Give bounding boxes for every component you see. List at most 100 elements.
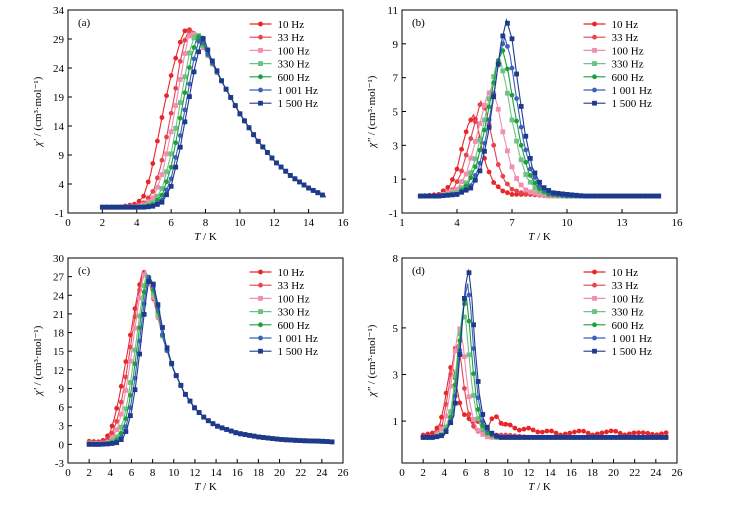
data-point	[514, 191, 519, 197]
data-point	[457, 352, 463, 357]
data-point	[168, 73, 174, 78]
legend-marker	[592, 48, 597, 53]
data-point	[132, 347, 138, 353]
data-point	[480, 426, 486, 432]
x-tick-label: 6	[129, 467, 135, 479]
data-point	[581, 428, 586, 434]
data-point	[177, 77, 183, 82]
data-point	[576, 434, 582, 440]
data-point	[325, 439, 330, 444]
data-point	[482, 148, 487, 154]
data-point	[429, 434, 435, 440]
y-axis-title: χ″ / (cm³·mol⁻¹)	[366, 75, 378, 148]
x-tick-label: 14	[211, 467, 223, 479]
data-point	[196, 34, 202, 40]
data-point	[150, 161, 156, 166]
data-point	[645, 434, 651, 440]
legend-marker	[592, 335, 597, 341]
data-point	[463, 171, 469, 177]
x-tick-label: 14	[303, 217, 315, 229]
data-point	[417, 193, 423, 199]
data-point	[278, 164, 284, 170]
y-tick-label: 30	[53, 253, 65, 265]
data-point	[517, 434, 522, 440]
panel-3: 0 2 4 6 8 10 12 14 16 18 20 22 24 26-3036912151821242…	[32, 253, 349, 493]
x-tick-label: 10	[562, 217, 574, 229]
data-point	[572, 429, 577, 435]
data-point	[187, 398, 193, 404]
data-point	[247, 432, 252, 438]
legend-label: 10 Hz	[612, 267, 639, 279]
x-tick-label: 16	[672, 217, 684, 229]
data-point	[439, 433, 444, 439]
data-point	[486, 90, 492, 96]
legend-label: 33 Hz	[612, 280, 639, 292]
data-point	[466, 318, 472, 324]
data-point	[505, 90, 510, 96]
data-point	[182, 74, 188, 80]
data-point	[518, 190, 524, 196]
data-point	[454, 166, 460, 172]
legend-marker	[592, 348, 597, 354]
legend-label: 330 Hz	[278, 307, 310, 319]
data-point	[439, 426, 444, 432]
data-point	[440, 193, 446, 199]
x-tick-label: 12	[269, 217, 280, 229]
legend-marker	[592, 61, 597, 66]
data-point	[471, 371, 476, 377]
data-point	[569, 192, 574, 198]
legend-label: 600 Hz	[612, 72, 644, 84]
data-point	[599, 430, 605, 436]
data-point	[544, 428, 550, 434]
legend-marker	[592, 34, 597, 40]
data-point	[154, 175, 160, 181]
data-point	[663, 430, 669, 436]
data-point	[518, 142, 524, 148]
data-point	[100, 441, 106, 447]
data-point	[251, 433, 257, 439]
data-point	[484, 434, 490, 440]
data-point	[527, 156, 533, 161]
data-point	[452, 393, 458, 399]
data-point	[164, 192, 169, 198]
data-point	[521, 434, 527, 440]
data-point	[645, 430, 651, 436]
y-tick-label: 11	[387, 5, 398, 17]
data-point	[319, 192, 325, 198]
legend-label: 1 500 Hz	[278, 98, 318, 110]
data-point	[293, 437, 298, 443]
data-point	[514, 138, 519, 144]
data-point	[443, 424, 449, 430]
data-point	[482, 102, 487, 108]
x-tick-label: 18	[253, 467, 265, 479]
data-point	[113, 204, 119, 210]
data-point	[472, 177, 478, 183]
data-point	[463, 129, 469, 135]
data-point	[532, 185, 538, 191]
data-point	[177, 115, 183, 121]
data-point	[178, 382, 184, 388]
data-point	[459, 189, 464, 195]
y-tick-label: 12	[53, 365, 64, 377]
data-point	[624, 193, 629, 199]
legend-marker	[592, 21, 597, 27]
data-point	[656, 193, 662, 199]
data-point	[154, 202, 160, 207]
legend-marker	[258, 296, 263, 301]
data-point	[459, 168, 464, 174]
data-point	[145, 199, 151, 205]
y-tick-label: 19	[53, 92, 65, 104]
data-point	[505, 190, 510, 196]
data-point	[177, 58, 183, 64]
data-point	[550, 190, 556, 196]
data-point	[530, 427, 536, 433]
data-point	[581, 434, 586, 440]
data-point	[448, 383, 454, 389]
data-point	[118, 411, 124, 417]
x-tick-label: 26	[672, 467, 684, 479]
data-point	[640, 430, 646, 436]
legend-label: 33 Hz	[278, 280, 305, 292]
data-point	[422, 193, 428, 199]
